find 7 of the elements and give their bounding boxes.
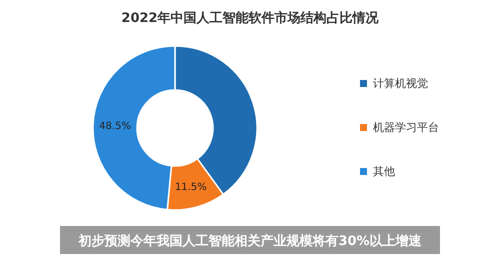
legend-label: 其他 xyxy=(373,165,395,178)
data-label: 48.5% xyxy=(99,121,131,132)
text: 初步预测今年我国人工智能相关产业规模将有30%以上增速 xyxy=(77,233,423,249)
legend-label: 机器学习平台 xyxy=(373,121,439,134)
chart-title: 2022年中国人工智能软件市场结构占比情况 xyxy=(121,10,380,26)
legend-label: 计算机视觉 xyxy=(373,77,428,90)
data-label: 11.5% xyxy=(174,182,207,193)
